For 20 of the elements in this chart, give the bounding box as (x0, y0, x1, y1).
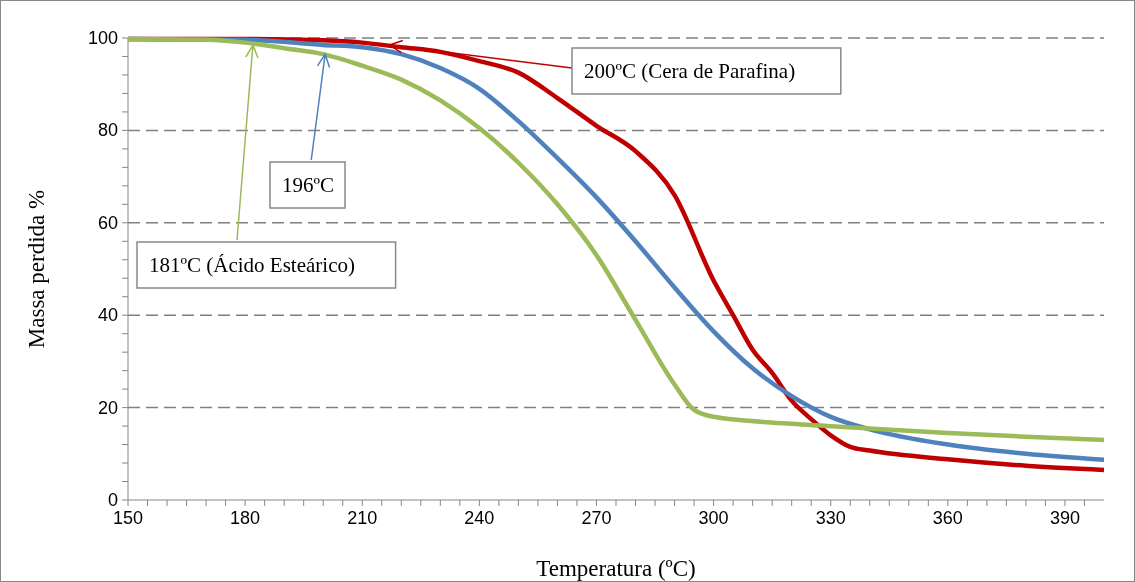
x-tick-label: 300 (698, 508, 729, 528)
x-tick-label: 240 (464, 508, 495, 528)
x-tick-label: 180 (230, 508, 261, 528)
annotation: 196ºC (282, 173, 335, 197)
x-tick-label: 330 (815, 508, 846, 528)
x-tick-label: 210 (347, 508, 378, 528)
x-tick-label: 390 (1049, 508, 1080, 528)
y-tick-label: 100 (87, 28, 118, 48)
x-tick-label: 270 (581, 508, 612, 528)
x-axis-title: Temperatura (ºC) (536, 556, 696, 581)
x-tick-label: 150 (112, 508, 144, 528)
y-axis-title: Massa perdida % (24, 189, 49, 349)
y-tick-label: 20 (97, 397, 118, 418)
y-tick-label: 80 (97, 120, 118, 141)
annotation: 200ºC (Cera de Parafina) (584, 59, 796, 83)
y-tick-label: 0 (107, 490, 118, 510)
x-tick-label: 360 (932, 508, 963, 528)
y-tick-label: 40 (97, 305, 118, 326)
y-tick-label: 60 (97, 212, 118, 233)
annotation: 181ºC (Ácido Esteárico) (149, 253, 355, 277)
